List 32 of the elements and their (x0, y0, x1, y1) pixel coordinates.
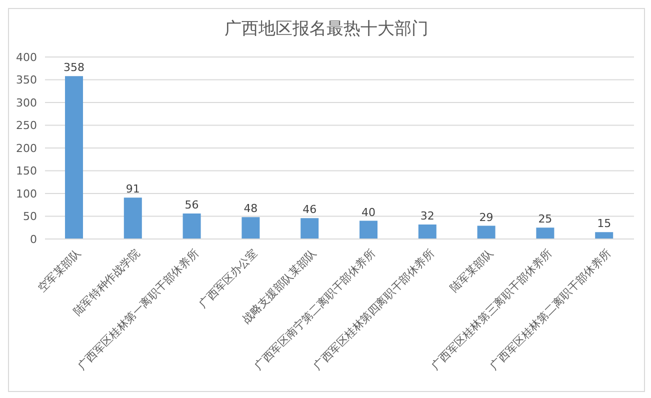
data-label: 46 (302, 203, 317, 216)
y-tick-label: 250 (16, 119, 37, 132)
bar (65, 76, 83, 239)
bar (300, 218, 319, 239)
chart-title: 广西地区报名最热十大部门 (224, 18, 430, 41)
data-label: 15 (597, 217, 612, 230)
data-label: 32 (420, 209, 434, 222)
bar (124, 198, 142, 239)
bar (536, 228, 554, 239)
bar (418, 224, 436, 239)
x-tick-label: 空军某部队 (35, 246, 84, 295)
bar (477, 226, 496, 239)
y-tick-label: 200 (16, 142, 37, 155)
y-tick-label: 150 (16, 164, 37, 178)
bar (595, 232, 614, 239)
y-tick-label: 50 (23, 210, 37, 224)
data-label: 25 (538, 212, 552, 226)
data-label: 48 (244, 202, 258, 216)
bar (360, 220, 378, 239)
x-tick-label: 陆军某部队 (448, 246, 496, 295)
y-tick-label: 0 (30, 232, 37, 246)
y-tick-label: 400 (16, 50, 37, 64)
data-label: 40 (362, 206, 376, 219)
bar (182, 214, 201, 239)
y-tick-label: 350 (16, 74, 37, 87)
y-tick-label: 100 (16, 187, 37, 200)
data-label: 29 (479, 210, 494, 224)
data-label: 91 (126, 182, 140, 196)
data-label: 358 (64, 61, 84, 74)
y-tick-label: 300 (16, 96, 37, 110)
bar (242, 217, 260, 239)
data-label: 56 (184, 198, 199, 212)
